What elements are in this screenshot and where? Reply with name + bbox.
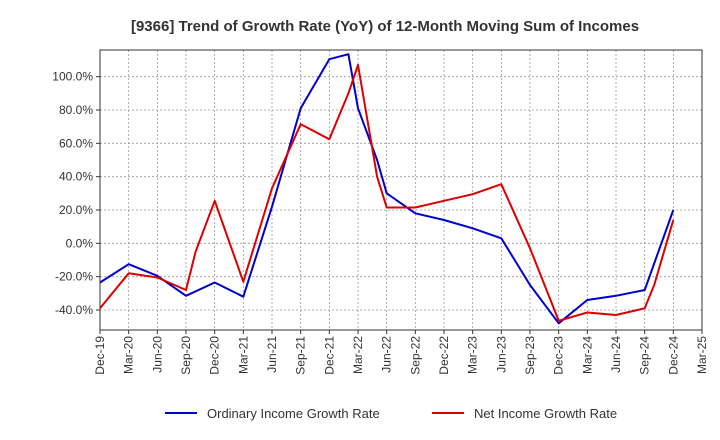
y-tick-label: 100.0% bbox=[52, 70, 93, 84]
x-tick-label: Mar-22 bbox=[351, 336, 365, 374]
x-tick-label: Sep-22 bbox=[408, 336, 422, 375]
x-tick-label: Mar-25 bbox=[695, 336, 709, 374]
x-tick-label: Sep-23 bbox=[523, 336, 537, 375]
y-tick-label: 60.0% bbox=[59, 136, 93, 150]
x-tick-label: Jun-21 bbox=[265, 336, 279, 373]
chart-title: [9366] Trend of Growth Rate (YoY) of 12-… bbox=[131, 18, 639, 35]
grid-lines bbox=[99, 50, 703, 330]
x-tick-label: Mar-21 bbox=[236, 336, 250, 374]
x-tick-label: Jun-20 bbox=[150, 336, 164, 373]
x-tick-label: Mar-24 bbox=[580, 336, 594, 374]
legend-label: Net Income Growth Rate bbox=[474, 406, 617, 421]
x-tick-label: Jun-24 bbox=[609, 336, 623, 373]
x-tick-label: Mar-23 bbox=[466, 336, 480, 374]
legend-label: Ordinary Income Growth Rate bbox=[207, 406, 380, 421]
series-line-ordinary-income bbox=[99, 53, 675, 325]
x-tick-label: Dec-24 bbox=[666, 336, 680, 375]
x-tick-label: Dec-20 bbox=[208, 336, 222, 375]
legend: Ordinary Income Growth Rate Net Income Gr… bbox=[165, 406, 617, 421]
series-line-net-income bbox=[99, 64, 675, 322]
y-tick-label: 20.0% bbox=[59, 203, 93, 217]
x-tick-label: Mar-20 bbox=[122, 336, 136, 374]
x-axis: Dec-19 Mar-20 Jun-20 Sep-20 Dec-20 Mar-21 Jun-… bbox=[93, 330, 709, 375]
x-tick-label: Sep-20 bbox=[179, 336, 193, 375]
x-tick-label: Jun-23 bbox=[494, 336, 508, 373]
x-tick-label: Dec-19 bbox=[93, 336, 107, 375]
y-tick-label: -20.0% bbox=[55, 270, 93, 284]
y-axis: -40.0% -20.0% 0.0% 20.0% 40.0% 60.0% 80.0% 100.… bbox=[52, 70, 100, 317]
x-tick-label: Jun-22 bbox=[380, 336, 394, 373]
x-tick-label: Sep-24 bbox=[638, 336, 652, 375]
series-layer bbox=[99, 53, 675, 325]
legend-item: Ordinary Income Growth Rate bbox=[165, 406, 380, 421]
x-tick-label: Dec-21 bbox=[322, 336, 336, 375]
y-tick-label: 0.0% bbox=[66, 236, 94, 250]
plot-frame bbox=[99, 49, 703, 331]
x-tick-label: Dec-22 bbox=[437, 336, 451, 375]
y-tick-label: -40.0% bbox=[55, 303, 93, 317]
y-tick-label: 40.0% bbox=[59, 170, 93, 184]
x-tick-label: Sep-21 bbox=[294, 336, 308, 375]
y-tick-label: 80.0% bbox=[59, 103, 93, 117]
x-tick-label: Dec-23 bbox=[552, 336, 566, 375]
legend-item: Net Income Growth Rate bbox=[432, 406, 617, 421]
